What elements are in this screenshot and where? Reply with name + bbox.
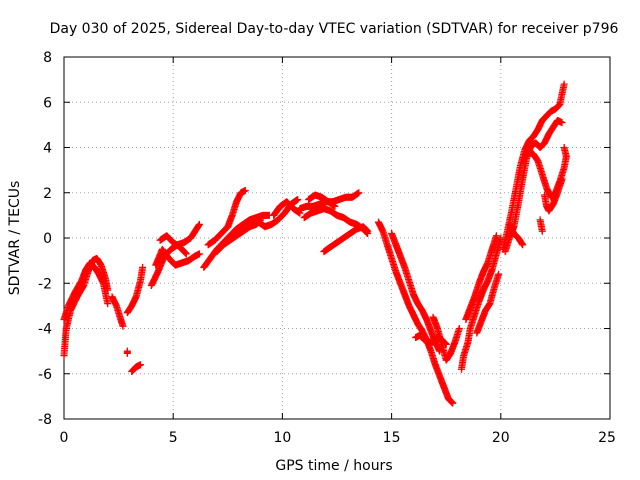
y-tick-label: -6 — [38, 367, 52, 383]
x-tick-label: 5 — [169, 430, 178, 446]
y-tick-label: 8 — [43, 50, 52, 66]
data-point — [558, 175, 566, 183]
chart-title: Day 030 of 2025, Sidereal Day-to-day VTE… — [50, 21, 619, 37]
y-tick-label: 0 — [43, 231, 52, 247]
x-tick-label: 0 — [60, 430, 69, 446]
x-tick-label: 25 — [598, 430, 616, 446]
y-tick-label: -2 — [38, 276, 52, 292]
data-point — [182, 249, 190, 257]
data-point — [139, 263, 147, 271]
data-point — [195, 250, 203, 258]
x-tick-label: 15 — [383, 430, 401, 446]
grid-lines — [64, 57, 610, 419]
data-point — [123, 347, 131, 355]
y-tick-label: -8 — [38, 412, 52, 428]
x-tick-label: 10 — [273, 430, 291, 446]
x-axis-label: GPS time / hours — [275, 458, 392, 474]
y-axis-label: SDTVAR / TECUs — [7, 181, 23, 296]
y-tick-label: 2 — [43, 186, 52, 202]
data-point — [294, 196, 302, 204]
data-point — [355, 189, 363, 197]
data-point — [560, 80, 568, 88]
data-point — [181, 248, 189, 256]
data-point — [558, 119, 566, 127]
data-point — [495, 270, 503, 278]
data-point — [136, 361, 144, 369]
data-points — [60, 80, 570, 407]
y-tick-label: 6 — [43, 95, 52, 111]
data-point — [119, 322, 127, 330]
data-point — [331, 202, 339, 210]
data-point — [241, 186, 249, 194]
y-tick-labels: -8 -6 -4 -2 0 2 4 6 8 — [38, 50, 52, 428]
data-point — [449, 399, 457, 407]
data-point — [455, 325, 463, 332]
data-point — [364, 227, 372, 235]
y-tick-label: 4 — [43, 141, 52, 157]
data-point — [492, 232, 500, 240]
data-point — [104, 300, 112, 308]
data-point — [519, 241, 527, 249]
data-point — [195, 220, 203, 228]
x-tick-label: 20 — [492, 430, 510, 446]
data-point — [560, 144, 568, 151]
y-tick-label: -4 — [38, 322, 52, 338]
data-point — [538, 227, 546, 235]
x-tick-labels: 0 5 10 15 20 25 — [60, 430, 616, 446]
data-point — [182, 250, 190, 258]
